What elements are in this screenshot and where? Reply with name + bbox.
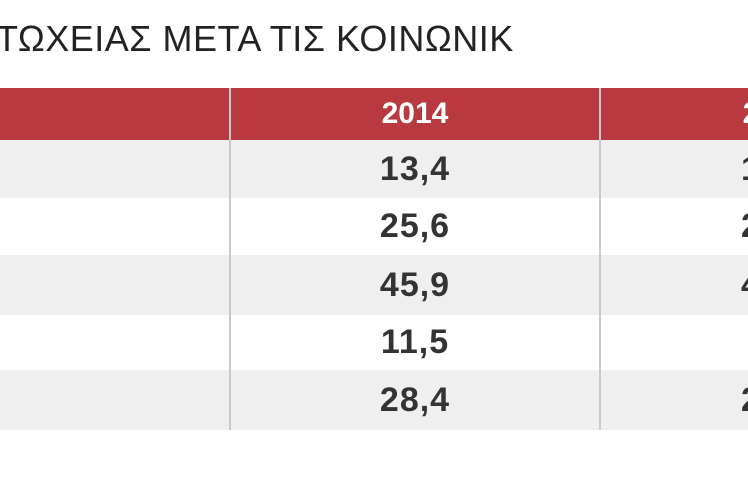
table-cell: 1 [601, 140, 748, 198]
table-row: 28,42 [0, 370, 748, 430]
table-cell: 13,4 [379, 149, 451, 188]
table-row: 11,5 [0, 315, 748, 370]
table-cell: 2 [601, 198, 748, 255]
table-cell: 25,6 [379, 207, 451, 245]
column-divider [599, 88, 601, 430]
table-row: 25,62 [0, 198, 748, 255]
table-cell: 45,9 [379, 265, 451, 304]
header-row: 2014 2 [0, 88, 748, 140]
table-cell: 4 [601, 255, 748, 315]
header-cell: 2 [601, 88, 748, 140]
column-divider [229, 88, 231, 430]
header-cell: 2014 [381, 97, 449, 130]
table-title: ΤΩΧΕΙΑΣ ΜΕΤΑ ΤΙΣ ΚΟΙΝΩΝΙΚ [0, 18, 514, 59]
table-row: 45,94 [0, 255, 748, 315]
table-cell: 11,5 [380, 323, 450, 361]
table-row: 13,41 [0, 140, 748, 198]
table-cell: 2 [601, 370, 748, 430]
table-cell: 28,4 [379, 380, 451, 419]
